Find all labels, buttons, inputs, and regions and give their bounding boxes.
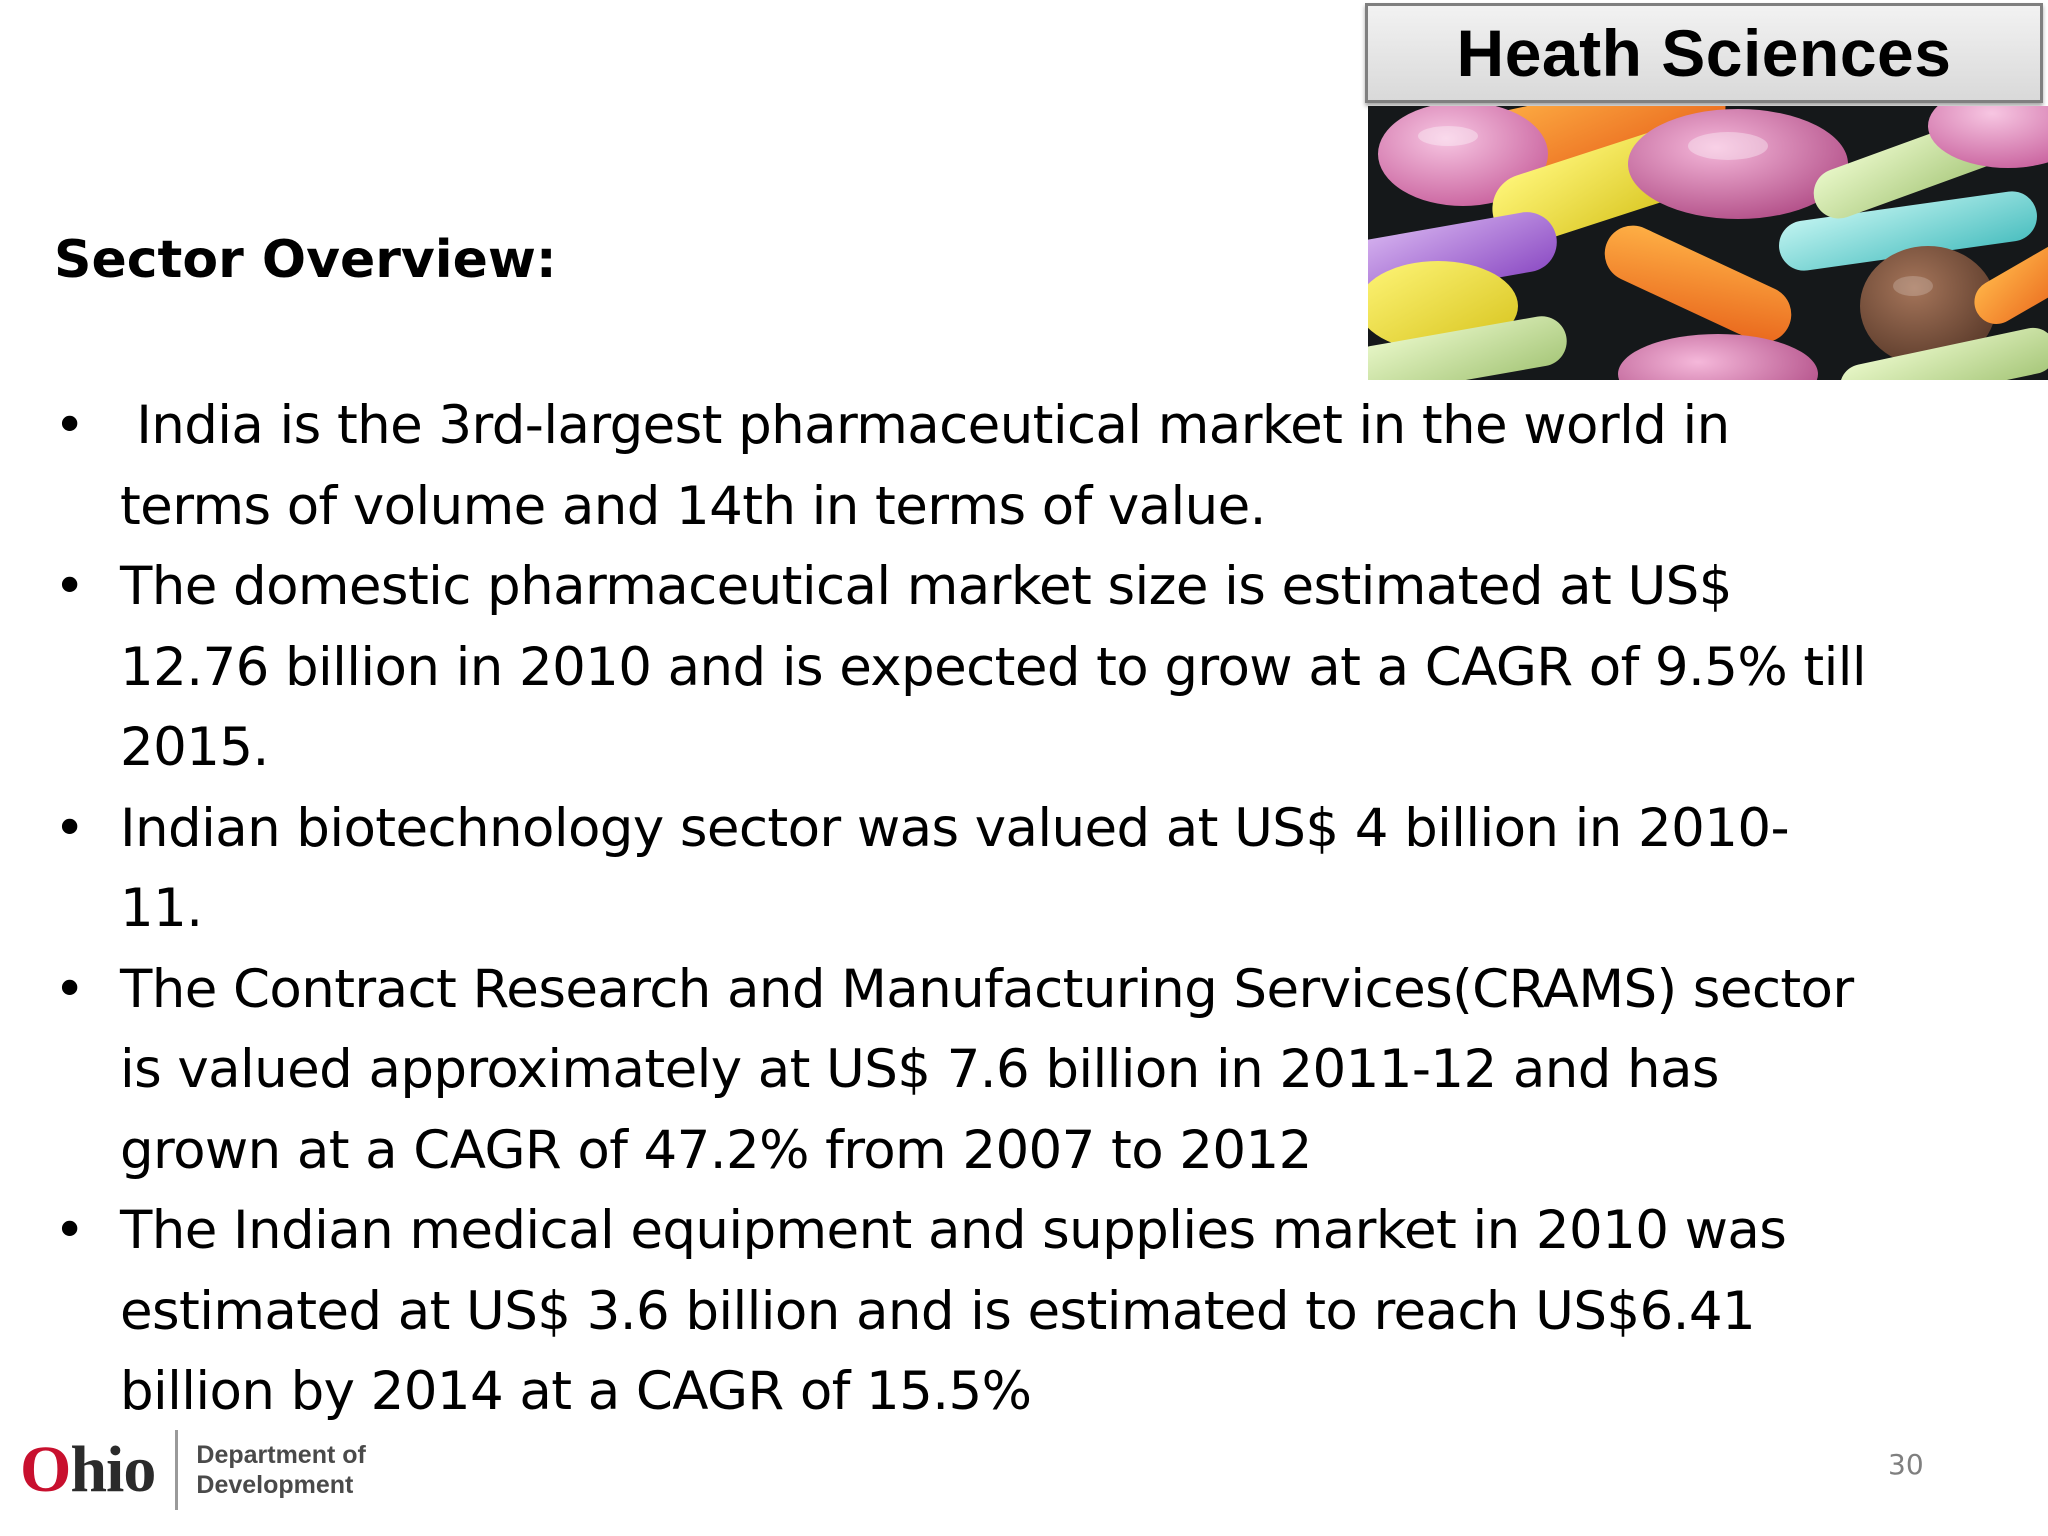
bullet-line: is valued approximately at US$ 7.6 billi…: [120, 1039, 1720, 1100]
heading-title: Heath Sciences: [1456, 16, 1952, 90]
bullet-line: terms of volume and 14th in terms of val…: [120, 475, 1267, 537]
bullet-line: The domestic pharmaceutical market size …: [120, 556, 1732, 617]
bullet-line: 12.76 billion in 2010 and is expected to…: [120, 636, 1867, 698]
page-number: 30: [1888, 1448, 1924, 1481]
bullet-line: billion by 2014 at a CAGR of 15.5%: [120, 1361, 1032, 1422]
logo-department-line1: Department of: [196, 1441, 366, 1469]
ohio-development-logo: Ohio Department of Development: [20, 1428, 366, 1512]
bullet-dot-icon: •: [54, 958, 85, 1020]
heading-box: Heath Sciences: [1365, 3, 2043, 103]
logo-ohio-first-letter: O: [20, 1433, 71, 1506]
bullet-list: • India is the 3rd-largest pharmaceutica…: [54, 386, 1994, 1433]
bullet-item: • Indian biotechnology sector was valued…: [54, 789, 1994, 950]
bullet-item: • The Contract Research and Manufacturin…: [54, 950, 1994, 1192]
bullet-line: India is the 3rd-largest pharmaceutical …: [120, 395, 1730, 456]
bullet-dot-icon: •: [54, 395, 85, 456]
bullet-dot-icon: •: [54, 797, 85, 859]
bullet-dot-icon: •: [54, 1200, 85, 1261]
bullet-line: grown at a CAGR of 47.2% from 2007 to 20…: [120, 1119, 1312, 1181]
logo-department-line2: Development: [196, 1471, 354, 1499]
pills-photo: [1368, 106, 2048, 380]
bullet-item: • The Indian medical equipment and suppl…: [54, 1191, 1994, 1433]
logo-ohio-rest: hio: [70, 1433, 156, 1506]
logo-divider: [175, 1430, 179, 1510]
bullet-line: estimated at US$ 3.6 billion and is esti…: [120, 1280, 1756, 1342]
bullet-line: Indian biotechnology sector was valued a…: [120, 797, 1790, 859]
logo-department: Department of Development: [196, 1440, 365, 1500]
bullet-line: 11.: [120, 878, 203, 939]
bullet-line: The Indian medical equipment and supplie…: [120, 1200, 1787, 1261]
pills-photo-icon: [1368, 106, 2048, 380]
bullet-item: • The domestic pharmaceutical market siz…: [54, 547, 1994, 789]
bullet-item: • India is the 3rd-largest pharmaceutica…: [54, 386, 1994, 547]
logo-ohio-wordmark: Ohio: [20, 1437, 156, 1503]
bullet-line: 2015.: [120, 717, 269, 778]
bullet-line: The Contract Research and Manufacturing …: [120, 958, 1854, 1020]
section-title: Sector Overview:: [54, 230, 557, 290]
bullet-dot-icon: •: [54, 556, 85, 617]
